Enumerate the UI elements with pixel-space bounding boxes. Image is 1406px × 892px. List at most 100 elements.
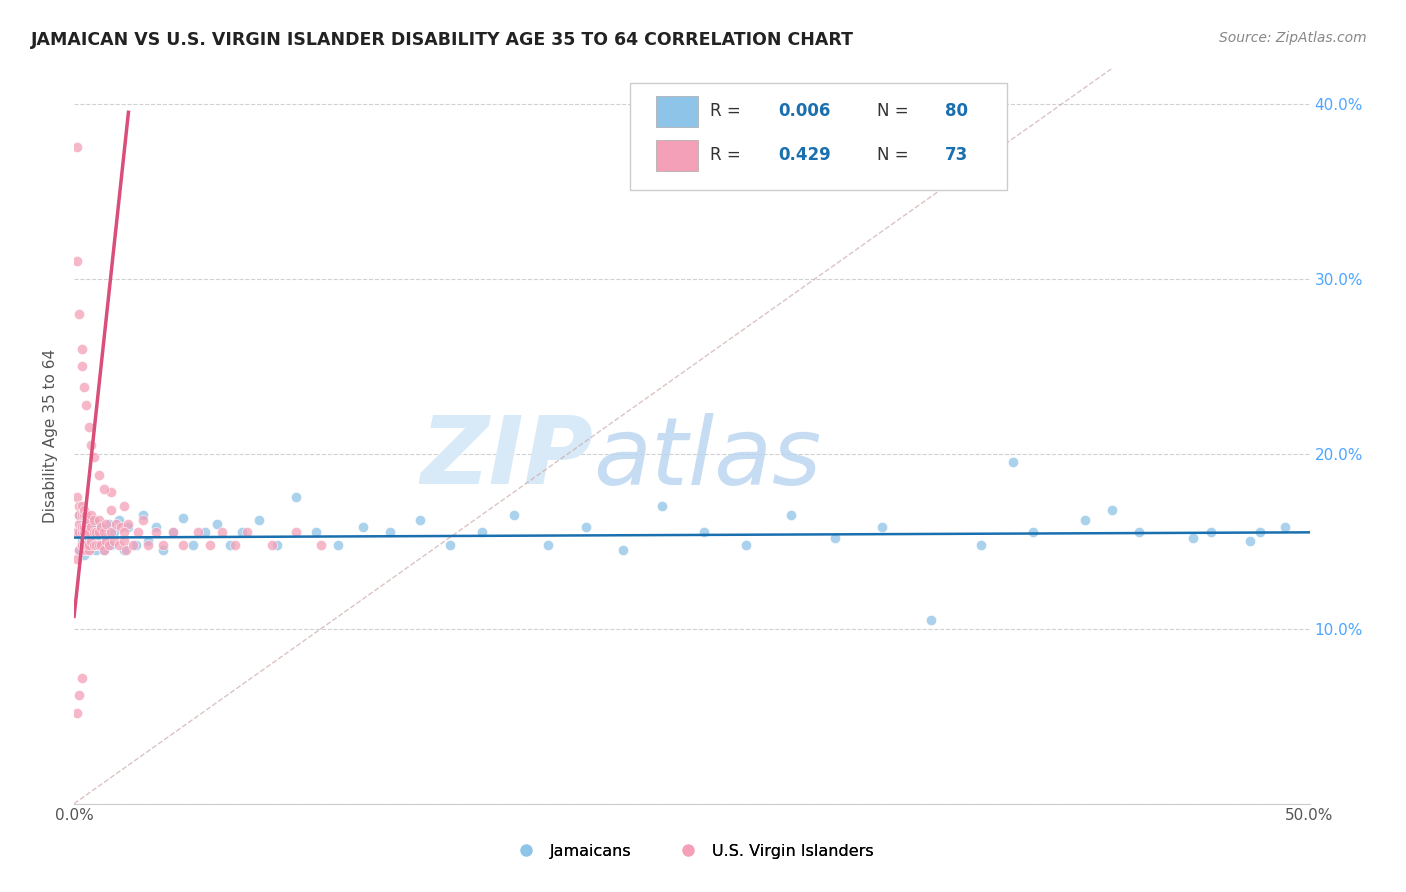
Point [136, 534, 159, 549]
Point [77, 538, 100, 552]
Point [187, 525, 209, 540]
Point [779, 508, 801, 522]
Point [1182, 531, 1205, 545]
Point [65, 525, 87, 540]
Legend: Jamaicans, U.S. Virgin Islanders: Jamaicans, U.S. Virgin Islanders [503, 838, 880, 865]
Point [73, 508, 96, 522]
Point [96, 531, 118, 545]
Point [87, 538, 110, 552]
Point [100, 485, 122, 500]
Point [65, 491, 87, 505]
Point [67, 508, 90, 522]
Text: 0.006: 0.006 [779, 103, 831, 120]
Point [83, 534, 105, 549]
Point [90, 520, 112, 534]
Point [117, 516, 139, 531]
Point [73, 525, 96, 540]
Point [285, 525, 308, 540]
Point [65, 551, 87, 566]
Point [112, 525, 135, 540]
Point [181, 538, 204, 552]
Point [247, 513, 270, 527]
Point [67, 307, 90, 321]
Point [77, 520, 100, 534]
Point [824, 531, 846, 545]
Text: N =: N = [877, 103, 914, 120]
Point [83, 525, 105, 540]
Point [125, 538, 148, 552]
Point [73, 520, 96, 534]
Point [70, 342, 93, 356]
Point [67, 688, 90, 702]
Point [172, 511, 194, 525]
Point [110, 520, 132, 534]
Point [93, 525, 115, 540]
Point [439, 538, 461, 552]
Point [231, 525, 253, 540]
Point [409, 513, 432, 527]
Point [75, 525, 97, 540]
Point [1073, 513, 1095, 527]
Point [83, 450, 105, 464]
Point [612, 542, 634, 557]
Point [162, 525, 184, 540]
Point [73, 508, 96, 522]
Point [80, 520, 103, 534]
Point [352, 520, 374, 534]
Point [172, 538, 194, 552]
Point [236, 525, 259, 540]
Point [75, 516, 97, 531]
Point [198, 538, 221, 552]
Point [107, 513, 129, 527]
Point [80, 513, 103, 527]
Point [67, 499, 90, 513]
Point [87, 513, 110, 527]
Point [70, 508, 93, 522]
FancyBboxPatch shape [657, 140, 697, 170]
Point [77, 513, 100, 527]
Point [96, 534, 118, 549]
Point [693, 525, 716, 540]
Point [75, 538, 97, 552]
Point [93, 542, 115, 557]
Point [80, 534, 103, 549]
FancyBboxPatch shape [630, 83, 1007, 190]
Text: atlas: atlas [593, 413, 821, 504]
Point [70, 534, 93, 549]
Text: JAMAICAN VS U.S. VIRGIN ISLANDER DISABILITY AGE 35 TO 64 CORRELATION CHART: JAMAICAN VS U.S. VIRGIN ISLANDER DISABIL… [31, 31, 853, 49]
Point [73, 542, 96, 557]
Text: 80: 80 [945, 103, 969, 120]
Point [77, 542, 100, 557]
Point [87, 467, 110, 482]
Point [65, 706, 87, 720]
Point [75, 508, 97, 522]
Text: 73: 73 [945, 146, 969, 164]
Point [970, 538, 993, 552]
Point [503, 508, 526, 522]
Point [75, 520, 97, 534]
Point [103, 525, 125, 540]
Point [224, 538, 246, 552]
FancyBboxPatch shape [657, 95, 697, 127]
Point [70, 525, 93, 540]
Point [152, 542, 174, 557]
Point [122, 538, 145, 552]
Point [75, 511, 97, 525]
Point [103, 534, 125, 549]
Point [471, 525, 494, 540]
Point [112, 534, 135, 549]
Point [1274, 520, 1296, 534]
Point [100, 525, 122, 540]
Point [574, 520, 596, 534]
Point [77, 531, 100, 545]
Point [1101, 502, 1123, 516]
Y-axis label: Disability Age 35 to 64: Disability Age 35 to 64 [44, 349, 58, 523]
Point [70, 538, 93, 552]
Point [83, 513, 105, 527]
Point [70, 499, 93, 513]
Point [266, 538, 288, 552]
Point [67, 508, 90, 522]
Text: Source: ZipAtlas.com: Source: ZipAtlas.com [1219, 31, 1367, 45]
Point [1199, 525, 1222, 540]
Point [86, 538, 108, 552]
